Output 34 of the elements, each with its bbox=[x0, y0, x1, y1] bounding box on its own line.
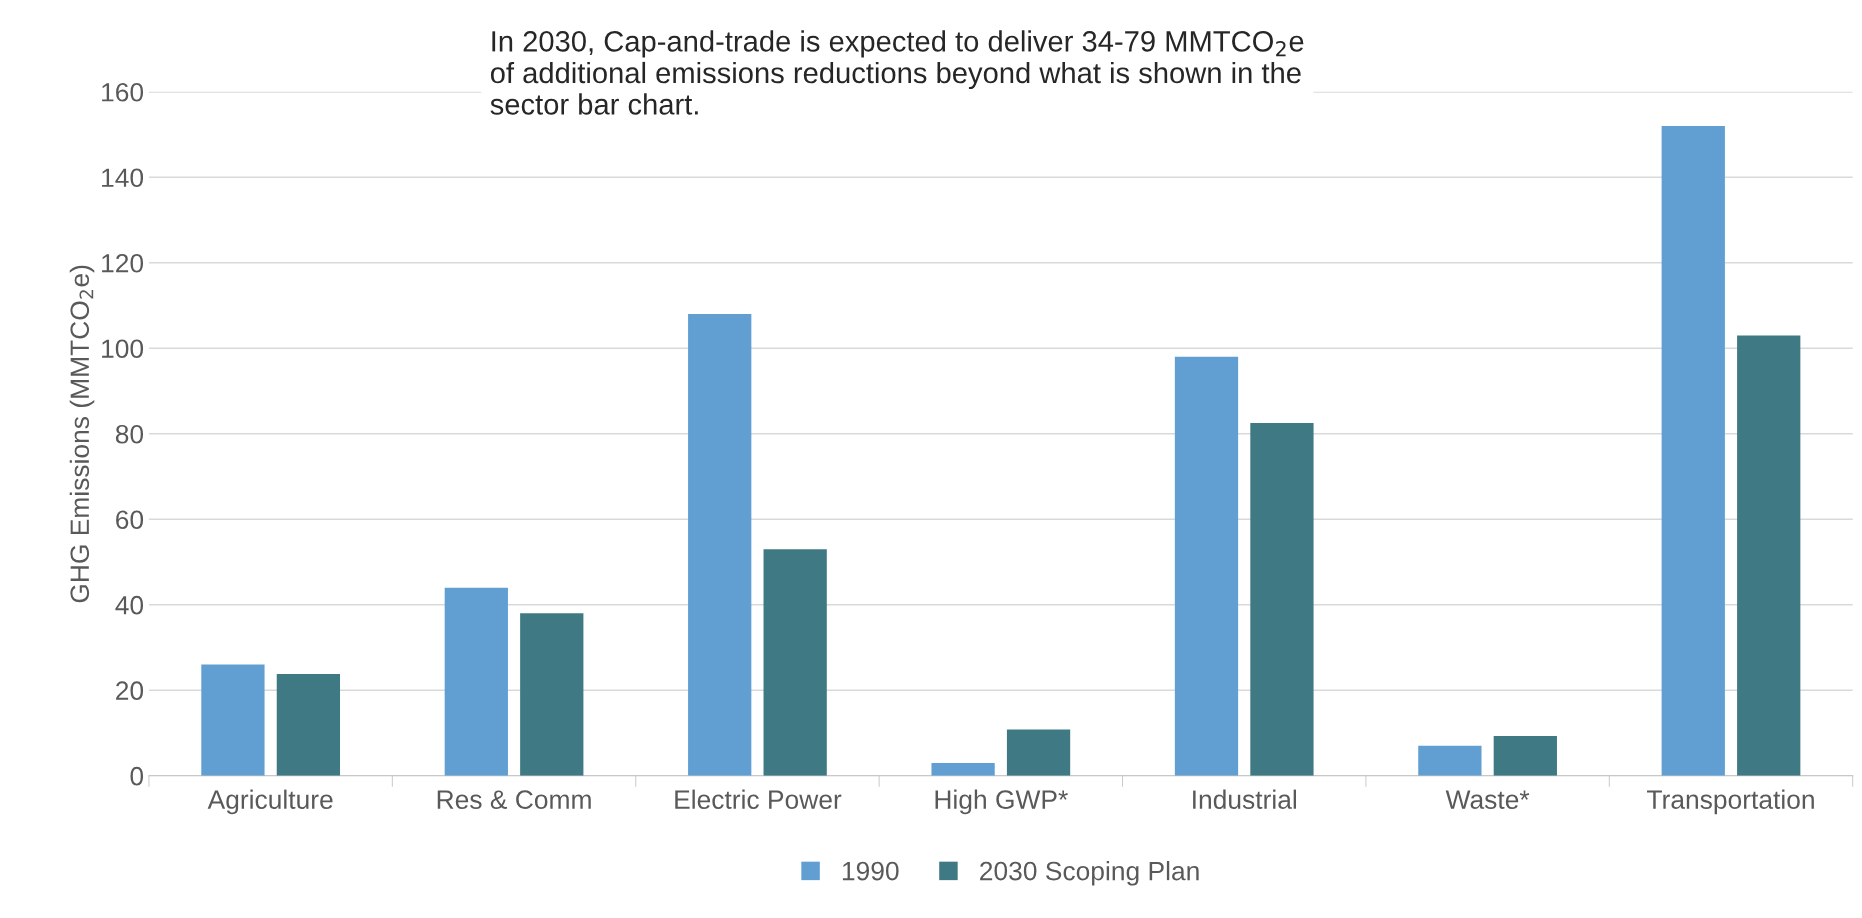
y-tick-label: 140 bbox=[102, 168, 144, 188]
bar bbox=[1737, 335, 1801, 776]
x-tick-label: Electric Power bbox=[675, 789, 842, 809]
bar bbox=[1174, 356, 1239, 776]
bar bbox=[1006, 729, 1071, 776]
bar bbox=[444, 587, 508, 776]
bar bbox=[931, 762, 995, 776]
y-tick-label: 160 bbox=[102, 82, 144, 102]
bar bbox=[201, 664, 265, 776]
x-tick-label: Res & Comm bbox=[437, 790, 591, 809]
legend-label: 2030 Scoping Plan bbox=[980, 861, 1199, 886]
bar bbox=[1661, 126, 1725, 776]
x-tick-label: Waste* bbox=[1445, 790, 1530, 809]
x-tick-label: Agriculture bbox=[207, 789, 333, 815]
bar bbox=[1493, 735, 1557, 776]
y-tick-label: 0 bbox=[130, 766, 144, 786]
y-tick-label: 20 bbox=[116, 681, 144, 701]
bar bbox=[1418, 745, 1482, 776]
bar bbox=[688, 314, 752, 776]
y-axis-title: GHG Emissions (MMTCO$_{2}$e) bbox=[69, 265, 95, 603]
y-tick-label: 100 bbox=[102, 339, 144, 359]
bar bbox=[276, 673, 341, 776]
bar bbox=[520, 613, 584, 776]
x-tick-label: Transportation bbox=[1647, 789, 1814, 815]
x-tick-label: Industrial bbox=[1193, 789, 1296, 809]
bar bbox=[1250, 423, 1314, 776]
bar bbox=[763, 549, 827, 776]
legend-label: 1990 bbox=[842, 861, 899, 881]
y-tick-label: 120 bbox=[102, 253, 144, 273]
y-tick-label: 80 bbox=[115, 424, 144, 444]
x-tick-label: High GWP* bbox=[935, 789, 1068, 815]
y-tick-label: 40 bbox=[115, 595, 144, 615]
annotation: In 2030, Cap-and-trade is expected to deliver 34-79 MMTCO$_{2}$e of additional emissions reductions beyond what is shown in the sector bar chart. bbox=[490, 30, 1304, 115]
y-tick-label: 60 bbox=[116, 510, 144, 530]
